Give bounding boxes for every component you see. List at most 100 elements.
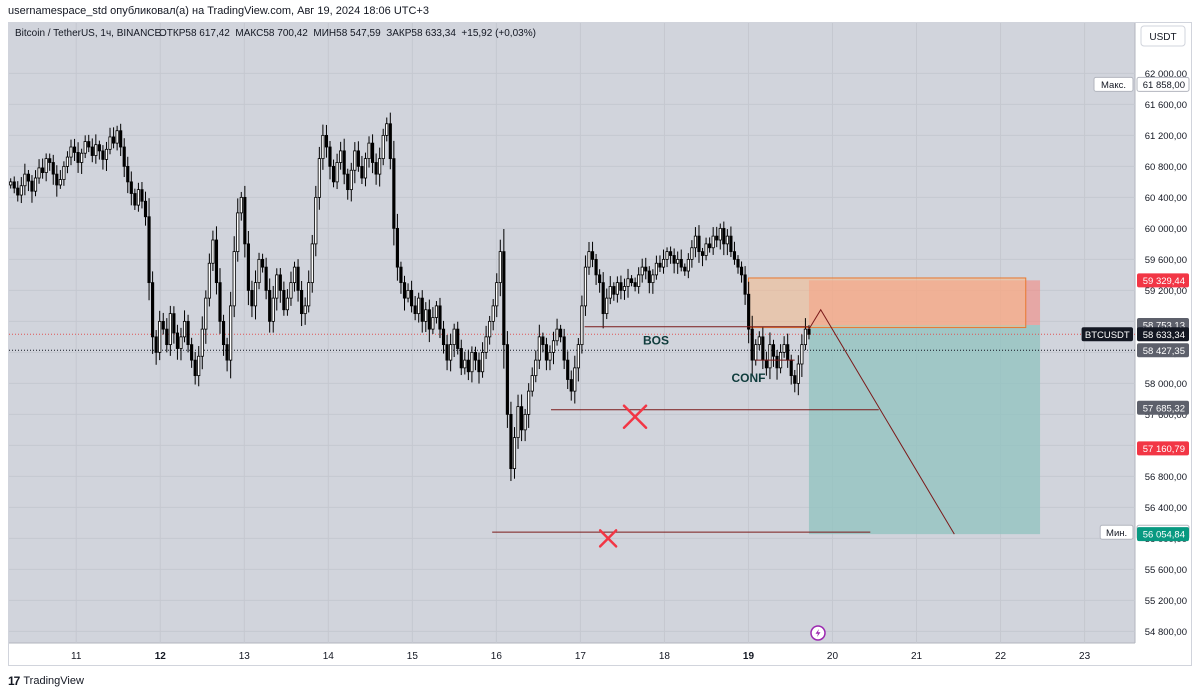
x-tick-label: 11 [71,651,82,662]
candle [608,276,612,305]
candle [768,332,772,380]
x-tick-label: 21 [911,651,923,662]
candle [715,226,719,248]
candle [598,269,602,293]
chart-frame[interactable]: BOS CONF Bitcoin / TetherUS, 1ч, BINANCE… [8,22,1192,666]
candle [449,333,453,372]
candle [520,394,524,442]
candle [271,285,275,333]
candle [569,370,573,401]
y-tick-label: 59 600,00 [1145,255,1187,266]
svg-text:BTCUSDT: BTCUSDT [1085,330,1130,341]
candle [37,159,41,184]
candle [502,228,506,369]
candle [186,314,190,353]
candle [30,175,34,203]
candle [388,112,392,170]
footer-brand: TradingView [23,675,84,687]
currency-button[interactable]: USDT [1140,25,1186,47]
footer: 17 TradingView [8,672,84,690]
candle [498,239,502,297]
candle [136,182,140,212]
candle [647,266,651,294]
candle [214,226,219,295]
candle [484,325,488,359]
candle [218,268,222,334]
candle [300,280,304,327]
candle [743,266,747,305]
candle [800,334,804,377]
candle [413,296,417,321]
candle [168,305,172,356]
candle [268,278,272,333]
x-tick-label: 15 [407,651,419,662]
bos-label: BOS [643,334,669,348]
candle [470,346,474,383]
candle [523,408,527,442]
candle [264,257,268,300]
take-profit-zone[interactable] [808,325,1041,535]
x-tick-label: 16 [491,651,503,662]
candle [672,248,676,274]
candle [44,153,48,182]
candle [48,153,52,171]
candle [62,161,66,186]
x-axis-labels: 11 12 13 14 15 16 17 18 19 20 21 22 23 [71,651,1091,662]
time-scale[interactable] [9,643,1191,665]
candle [708,237,712,253]
candle [456,321,460,355]
candles [9,112,811,482]
price-tag: 58 633,34 BTCUSDT [1081,327,1189,342]
candle [725,229,729,256]
candle [360,155,364,185]
candle [693,227,698,258]
price-chart[interactable]: BOS CONF Bitcoin / TetherUS, 1ч, BINANCE… [9,23,1191,665]
candle [346,168,350,200]
candle [594,253,598,285]
candle [282,281,286,316]
y-tick-label: 62 000,00 [1145,69,1187,80]
candle [729,226,733,258]
candle [253,270,258,320]
candle [686,253,690,279]
y-tick-label: 58 000,00 [1145,379,1187,390]
candle [12,176,16,194]
candle [335,153,339,190]
candle [55,165,59,197]
y-tick-label: 55 600,00 [1145,565,1187,576]
lightning-icon[interactable] [810,625,826,641]
candle [175,324,180,360]
candle [654,255,658,280]
candle [402,275,407,311]
candle [9,178,13,189]
candle [41,158,45,179]
candle [527,383,531,428]
projection-path[interactable] [808,308,955,535]
candle [115,125,119,151]
candle [392,140,396,246]
candle [16,181,20,202]
y-tick-label: 61 200,00 [1145,131,1187,142]
candle [615,276,619,303]
position-zones [747,277,1041,535]
candle [356,141,360,172]
candle [722,221,726,256]
candle [310,234,314,293]
candle [629,275,634,287]
price-tag-value: 56 054,84 [1143,530,1185,541]
candle [165,318,169,353]
candle [221,314,226,356]
candle [275,268,279,311]
candle [775,350,779,380]
order-block-box[interactable] [747,277,1027,329]
candle [154,330,158,365]
candle [51,154,55,185]
candle [512,427,517,479]
candle [314,185,318,257]
candle [80,148,84,174]
price-tag: 58 427,35 [1137,343,1189,358]
candle [65,151,70,174]
candle [683,263,687,276]
price-tag: 56 054,84 [1137,527,1189,542]
